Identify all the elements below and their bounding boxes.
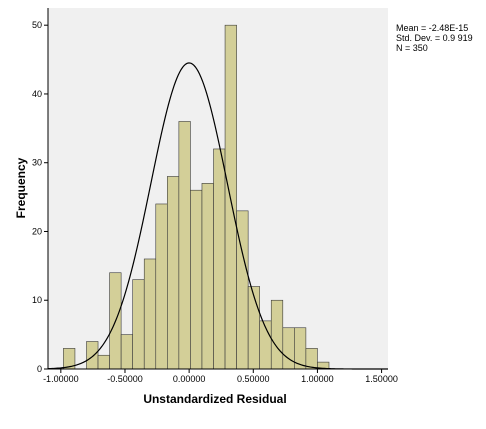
x-tick-label-1: -0.50000 <box>107 374 143 384</box>
y-tick-label-2: 20 <box>32 226 42 236</box>
histogram-bar-10 <box>178 121 191 370</box>
x-tick-label-5: 1.50000 <box>365 374 398 384</box>
histogram-bar-11 <box>190 189 203 370</box>
stat-std-dev: Std. Dev. = 0.9 919 <box>396 33 473 43</box>
histogram-bar-16 <box>247 286 260 370</box>
x-axis-title: Unstandardized Residual <box>143 392 286 406</box>
x-tick-label-3: 0.50000 <box>237 374 270 384</box>
y-axis-title: Frequency <box>14 157 28 218</box>
stat-n: N = 350 <box>396 43 428 53</box>
histogram-bar-3 <box>97 354 110 370</box>
axes-group: 0 10 20 30 40 50 -1.00000 -0.50000 0.00000 0.5000… <box>32 8 398 384</box>
x-tick-label-4: 1.00000 <box>301 374 334 384</box>
histogram-bar-14 <box>224 24 237 370</box>
stat-mean: Mean = -2.48E-15 <box>396 23 468 33</box>
x-tick-label-0: -1.00000 <box>43 374 79 384</box>
histogram-bar-12 <box>201 183 214 370</box>
histogram-bar-2 <box>86 341 99 370</box>
histogram-bar-6 <box>132 279 145 370</box>
histogram-bar-13 <box>213 148 226 370</box>
y-tick-label-1: 10 <box>32 295 42 305</box>
y-tick-label-0: 0 <box>37 364 42 374</box>
stats-box: Mean = -2.48E-15 Std. Dev. = 0.9 919 N =… <box>396 23 473 53</box>
x-tick-label-2: 0.00000 <box>173 374 206 384</box>
histogram-bar-19 <box>282 327 295 370</box>
y-tick-label-3: 30 <box>32 158 42 168</box>
y-tick-label-5: 50 <box>32 20 42 30</box>
histogram-bar-8 <box>155 203 168 370</box>
histogram-bar-7 <box>143 258 157 370</box>
histogram-bar-9 <box>167 176 180 370</box>
histogram-bar-5 <box>120 334 133 370</box>
y-tick-label-4: 40 <box>32 89 42 99</box>
histogram-bar-18 <box>270 299 284 370</box>
